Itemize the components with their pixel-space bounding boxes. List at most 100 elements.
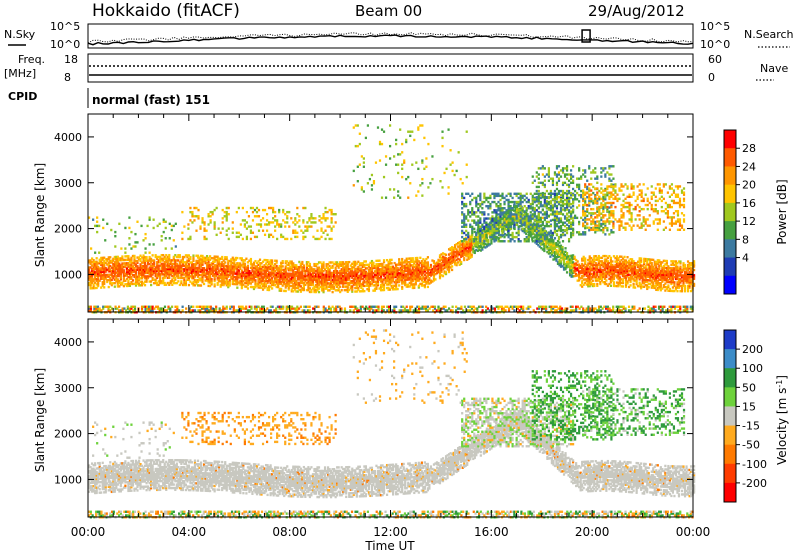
scatter-cell xyxy=(451,309,454,312)
scatter-cell xyxy=(603,305,606,308)
scatter-cell xyxy=(405,305,408,308)
scatter-cell xyxy=(95,271,98,274)
scatter-cell xyxy=(139,258,142,261)
scatter-cell xyxy=(178,262,181,266)
scatter-cell xyxy=(273,309,276,312)
scatter-cell xyxy=(504,309,507,312)
scatter-cell xyxy=(192,305,195,308)
scatter-cell xyxy=(136,266,139,270)
scatter-cell xyxy=(322,309,325,312)
scatter-cell xyxy=(368,305,371,308)
scatter-cell xyxy=(159,278,162,281)
scatter-cell xyxy=(201,277,204,280)
scatter-cell xyxy=(136,277,139,280)
scatter-cell xyxy=(597,305,601,308)
scatter-cell xyxy=(195,254,198,257)
scatter-cell xyxy=(569,309,572,312)
scatter-cell xyxy=(421,305,424,308)
scatter-cell xyxy=(115,262,118,266)
scatter-cell xyxy=(592,307,595,310)
scatter-cell xyxy=(216,271,219,274)
scatter-cell xyxy=(174,266,177,269)
scatter-cell xyxy=(202,305,205,308)
scatter-cell xyxy=(215,258,218,262)
scatter-cell xyxy=(516,305,519,308)
scatter-cell xyxy=(186,266,189,269)
scatter-cell xyxy=(180,259,183,262)
scatter-cell xyxy=(207,305,211,308)
scatter-cell xyxy=(119,258,122,262)
scatter-cell xyxy=(204,261,207,265)
scatter-cell xyxy=(444,309,447,312)
scatter-cell xyxy=(198,265,201,268)
scatter-cell xyxy=(449,309,452,312)
scatter-cell xyxy=(525,307,528,310)
scatter-cell xyxy=(192,282,195,285)
scatter-cell xyxy=(205,272,209,275)
scatter-cell xyxy=(142,273,145,276)
scatter-cell xyxy=(350,305,354,308)
scatter-cell xyxy=(91,281,94,285)
scatter-cell xyxy=(335,309,338,312)
scatter-cell xyxy=(97,265,100,269)
scatter-cell xyxy=(352,305,355,308)
scatter-cell xyxy=(219,262,222,266)
scatter-cell xyxy=(511,305,514,308)
scatter-cell xyxy=(128,270,132,274)
scatter-cell xyxy=(670,305,673,308)
scatter-cell xyxy=(181,264,184,267)
scatter-cell xyxy=(684,307,687,310)
scatter-cell xyxy=(133,268,136,272)
scatter-cell xyxy=(91,278,94,281)
scatter-cell xyxy=(174,260,177,264)
scatter-cell xyxy=(114,305,117,308)
scatter-cell xyxy=(550,307,553,310)
scatter-cell xyxy=(174,271,177,274)
scatter-cell xyxy=(509,305,512,308)
scatter-cell xyxy=(104,268,107,272)
scatter-cell xyxy=(402,305,405,308)
scatter-cell xyxy=(151,307,154,310)
scatter-cell xyxy=(157,274,160,278)
scatter-cell xyxy=(250,307,253,310)
scatter-cell xyxy=(174,262,177,266)
scatter-cell xyxy=(128,282,132,286)
scatter-cell xyxy=(587,305,590,308)
scatter-cell xyxy=(536,307,539,310)
scatter-cell xyxy=(107,285,110,289)
scatter-cell xyxy=(171,267,174,271)
scatter-cell xyxy=(112,275,115,278)
scatter-cell xyxy=(130,307,133,310)
scatter-cell xyxy=(100,286,103,289)
scatter-cell xyxy=(122,265,125,269)
scatter-cell xyxy=(222,282,225,285)
scatter-cell xyxy=(650,309,654,312)
scatter-cell xyxy=(157,271,160,274)
scatter-cell xyxy=(112,264,115,268)
scatter-cell xyxy=(463,257,466,260)
scatter-cell xyxy=(168,281,171,285)
scatter-cell xyxy=(177,276,180,280)
scatter-cell xyxy=(110,269,113,273)
scatter-cell xyxy=(106,273,109,277)
scatter-cell xyxy=(280,307,283,310)
scatter-cell xyxy=(133,254,136,258)
scatter-cell xyxy=(119,271,122,274)
scatter-cell xyxy=(643,307,647,310)
scatter-cell xyxy=(582,309,585,312)
scatter-cell xyxy=(440,307,444,310)
scatter-cell xyxy=(426,261,429,264)
scatter-cell xyxy=(426,285,429,289)
scatter-cell xyxy=(157,264,160,267)
scatter-cell xyxy=(472,309,475,312)
scatter-cell xyxy=(130,261,133,265)
scatter-cell xyxy=(213,274,216,277)
scatter-cell xyxy=(222,271,225,275)
scatter-cell xyxy=(156,283,159,287)
scatter-cell xyxy=(444,271,448,274)
scatter-cell xyxy=(617,307,620,310)
scatter-cell xyxy=(145,278,148,282)
power-heatmap xyxy=(88,124,696,314)
scatter-cell xyxy=(224,271,227,275)
scatter-cell xyxy=(327,305,331,308)
